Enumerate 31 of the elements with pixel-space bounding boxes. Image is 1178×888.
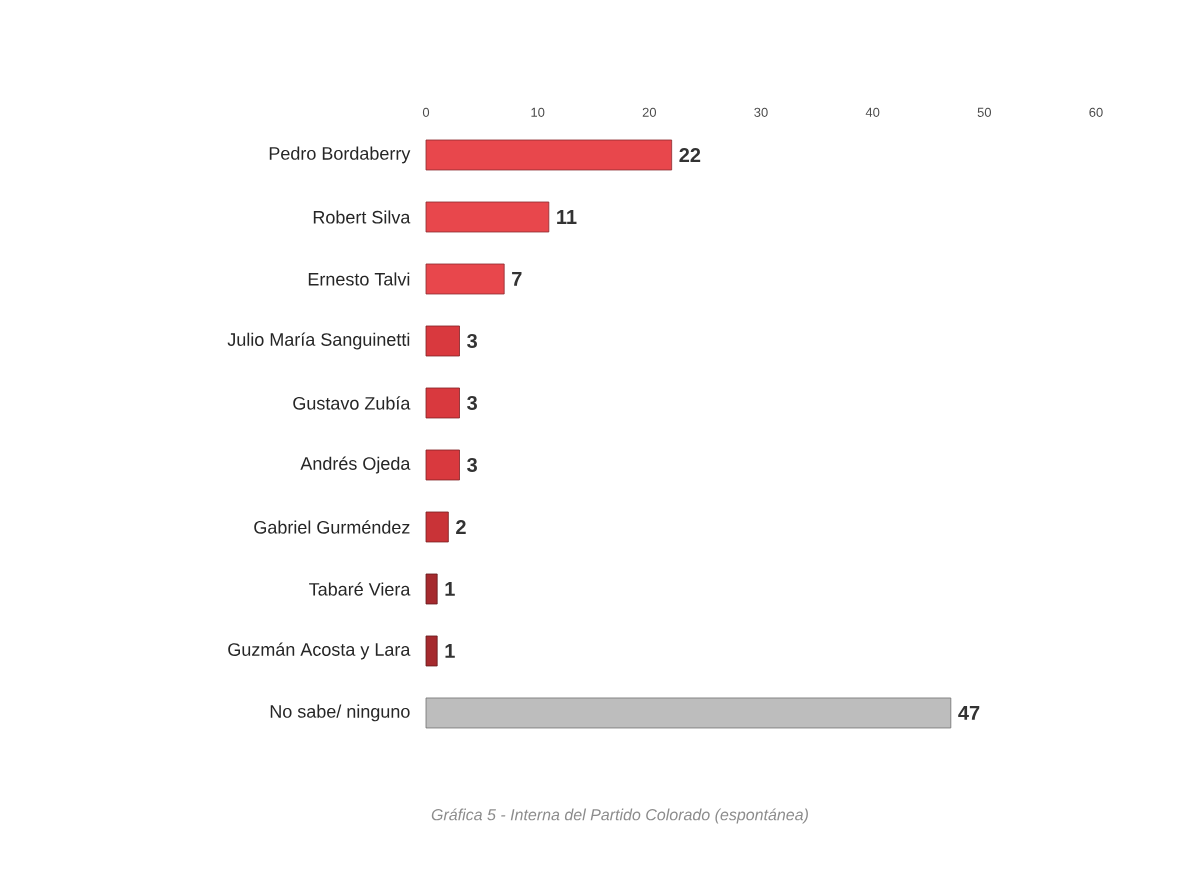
y-tick-label: Guzmán Acosta y Lara — [228, 642, 411, 660]
data-label: 1 — [445, 582, 455, 596]
y-tick-label: Robert Silva — [313, 210, 411, 224]
y-tick-label: Tabaré Viera — [309, 582, 411, 596]
data-label: 3 — [467, 333, 477, 349]
bar — [425, 635, 438, 667]
data-label: 1 — [445, 644, 455, 658]
bar — [425, 387, 460, 419]
data-label: 22 — [679, 148, 701, 162]
data-label: 7 — [512, 272, 522, 286]
data-label: 3 — [467, 457, 477, 473]
bar — [425, 139, 673, 171]
data-label: 2 — [456, 520, 466, 534]
bar — [425, 263, 505, 295]
text: Gráfica 5 - Interna del Partido Colorado (espontánea) — [431, 808, 808, 824]
bar — [425, 697, 952, 729]
y-tick-label: Pedro Bordaberry — [269, 146, 411, 164]
data-label: 11 — [557, 210, 577, 224]
data-label: 47 — [958, 706, 980, 720]
y-tick-label: Gabriel Gurméndez — [254, 520, 410, 534]
bar — [425, 449, 460, 481]
bar — [425, 573, 438, 605]
y-tick-label: Julio María Sanguinetti — [227, 332, 410, 350]
bar — [425, 325, 460, 357]
bar — [425, 511, 449, 543]
bar — [425, 201, 550, 233]
data-label: 3 — [467, 395, 477, 411]
y-tick-label: No sabe/ ninguno — [270, 704, 410, 722]
y-tick-label: Gustavo Zubía — [293, 396, 411, 410]
y-tick-label: Ernesto Talvi — [308, 272, 410, 286]
y-tick-label: Andrés Ojeda — [300, 456, 411, 474]
